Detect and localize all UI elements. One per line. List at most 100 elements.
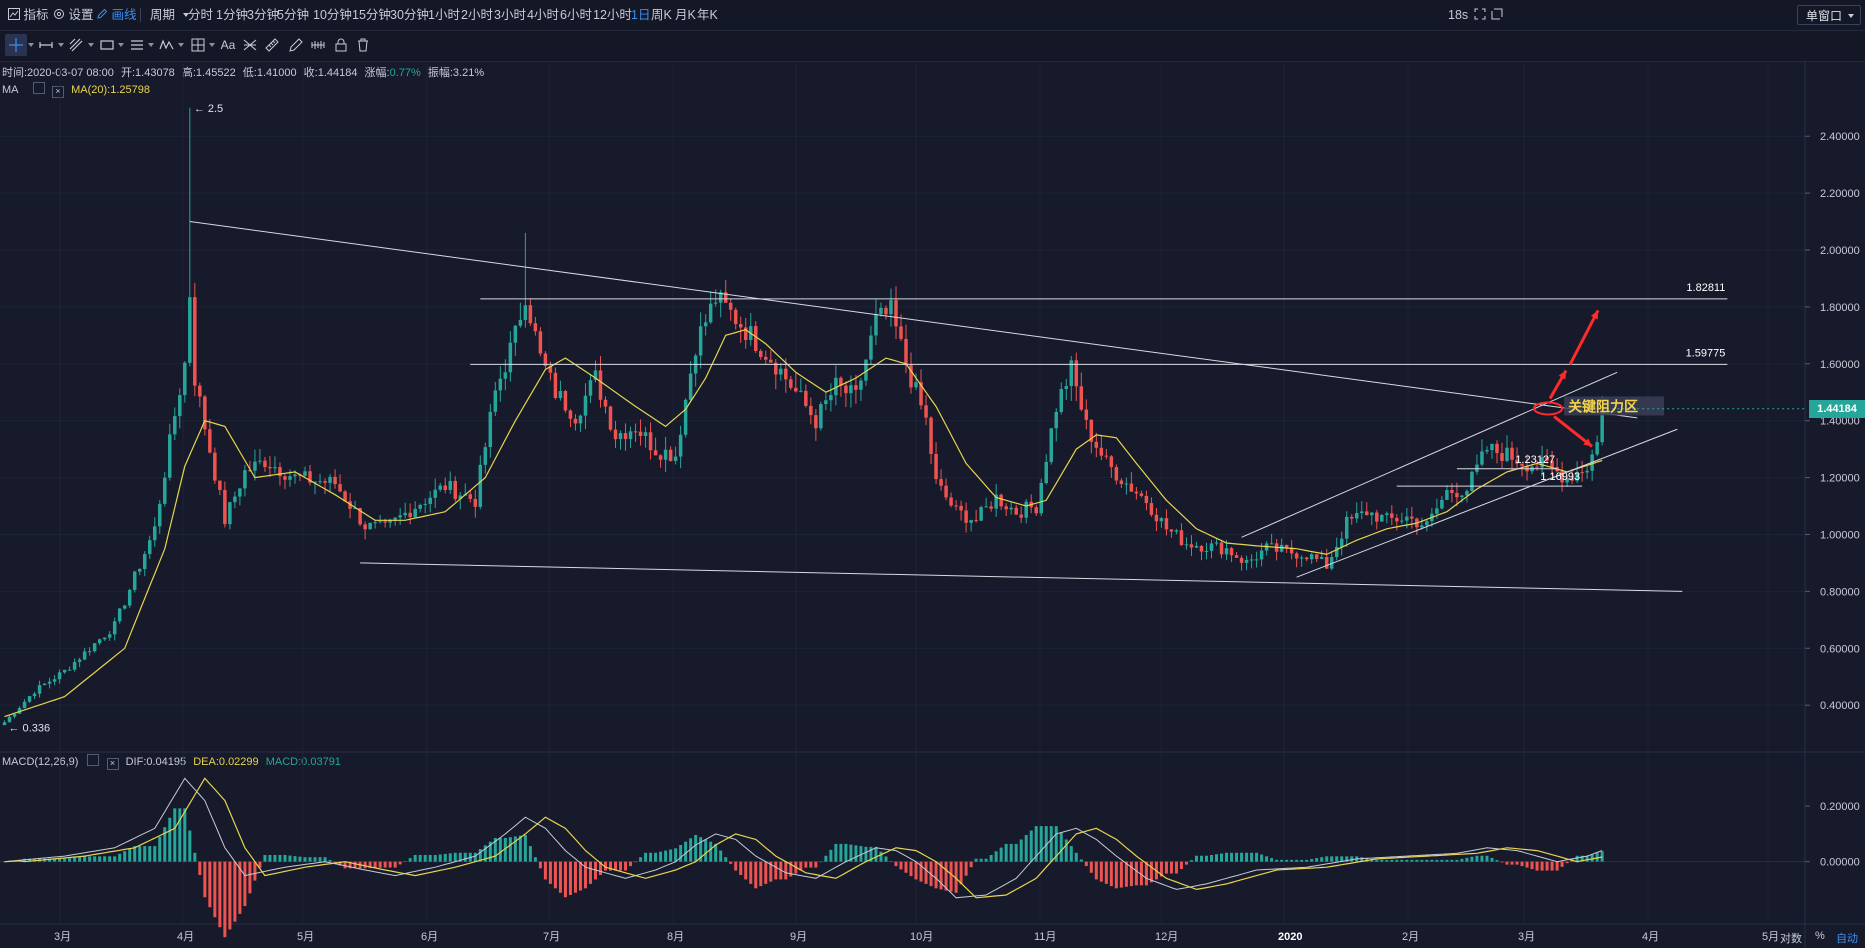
period-tab-1[interactable]: 1分钟 [216,8,248,22]
lock-icon[interactable] [330,34,352,56]
candle-body [1144,495,1149,504]
candle-body [438,485,442,490]
settings-icon[interactable] [87,754,100,766]
candle-body [473,498,478,507]
candle-body [178,395,182,417]
macd-bar [1405,859,1409,862]
period-dropdown[interactable]: 周期 [150,0,189,30]
period-tab-12[interactable]: 12小时 [593,8,632,22]
trendline-channel_lower [1296,428,1678,578]
draw-button[interactable]: 画线 [96,0,137,30]
pattern-icon[interactable] [307,34,329,56]
candle-body [1239,557,1244,563]
candle-body [338,484,342,492]
candle-body [62,669,67,673]
parallel-lines-icon[interactable] [126,34,148,56]
macd-bar [513,836,517,862]
macd-bar [163,827,167,862]
period-tab-9[interactable]: 3小时 [494,8,526,22]
candle-body [127,589,132,606]
chevron-down-icon[interactable] [28,43,34,47]
candle-body [613,429,618,440]
candle-body [1059,389,1064,412]
macd-bar [719,850,723,862]
candle-body [82,651,87,660]
chevron-down-icon[interactable] [209,43,215,47]
macd-bar [989,855,993,862]
fullscreen-icon[interactable] [1474,0,1486,30]
indicators-button[interactable]: 指标 [8,0,49,30]
candle-body [1214,542,1219,544]
trash-icon[interactable] [352,34,374,56]
chevron-down-icon[interactable] [88,43,94,47]
candle-body [383,521,387,523]
candle-body [1079,386,1084,410]
macd-bar [624,861,628,871]
macd-bar [448,853,452,862]
candle-body [498,378,503,391]
period-tab-13[interactable]: 1日 [631,8,651,22]
fib-icon[interactable] [239,34,261,56]
log-scale-toggle[interactable]: 对数 [1780,933,1802,945]
screenshot-icon[interactable] [1491,0,1503,30]
period-tab-6[interactable]: 30分钟 [390,8,429,22]
percent-toggle[interactable]: % [1815,930,1825,942]
price-tick-label: 0.60000 [1820,643,1860,655]
chevron-down-icon[interactable] [178,43,184,47]
macd-bar [909,861,913,877]
candle-body [1039,483,1043,514]
close-icon[interactable]: × [52,86,65,98]
macd-bar [934,861,938,889]
candle-body [67,669,72,671]
macd-bar [839,843,843,862]
period-tab-15[interactable]: 月K [675,8,696,22]
candle-body [208,429,212,453]
axis-labels: 2.400002.200002.000001.800001.600001.400… [9,103,1860,943]
ruler-icon[interactable] [261,34,283,56]
trend-lines-icon[interactable] [65,34,87,56]
chevron-down-icon[interactable] [58,43,64,47]
settings-icon[interactable] [32,82,45,94]
macd-bar [1245,852,1249,862]
period-tab-16[interactable]: 年K [697,8,718,22]
macd-bar [869,846,873,862]
macd-bar [1220,853,1224,862]
period-tab-2[interactable]: 3分钟 [247,8,279,22]
horizontal-segment-icon[interactable] [35,34,57,56]
period-tab-3[interactable]: 5分钟 [277,8,309,22]
chevron-down-icon[interactable] [148,43,154,47]
period-tab-7[interactable]: 1小时 [428,8,460,22]
price-tick-label: 2.00000 [1820,245,1860,257]
macd-bar [609,861,613,871]
rectangle-icon[interactable] [96,34,118,56]
window-mode-dropdown[interactable]: 单窗口 [1797,5,1861,25]
period-tab-5[interactable]: 15分钟 [352,8,391,22]
wave-icon[interactable] [156,34,178,56]
grid-icon[interactable] [187,34,209,56]
annotation-ellipse [1533,401,1564,416]
candle-body [1014,507,1018,515]
auto-scale-toggle[interactable]: 自动 [1836,933,1858,945]
top-bar: 指标 设置 画线 周期 分时 1分钟 3分钟 5分钟 10分钟 15分钟 30分钟 1小时 2小… [0,0,1865,31]
chevron-down-icon[interactable] [118,43,124,47]
candle-body [859,380,863,390]
period-tab-11[interactable]: 6小时 [560,8,592,22]
period-tab-0[interactable]: 分时 [188,8,214,22]
period-tab-8[interactable]: 2小时 [461,8,493,22]
macd-bar [418,855,422,862]
candle-body [107,634,112,638]
period-tab-10[interactable]: 4小时 [527,8,559,22]
candle-body [713,302,718,304]
candle-body [168,434,172,478]
period-tab-4[interactable]: 10分钟 [313,8,352,22]
close-icon[interactable]: × [106,758,119,770]
crosshair-icon[interactable] [5,34,27,56]
text-tool-icon[interactable]: Aa [217,34,239,56]
pencil-icon[interactable] [285,34,307,56]
macd-bar [1410,859,1414,862]
macd-bar [493,837,497,862]
settings-button[interactable]: 设置 [53,0,94,30]
candle-body [1319,556,1324,559]
period-tab-14[interactable]: 周K [651,8,672,22]
